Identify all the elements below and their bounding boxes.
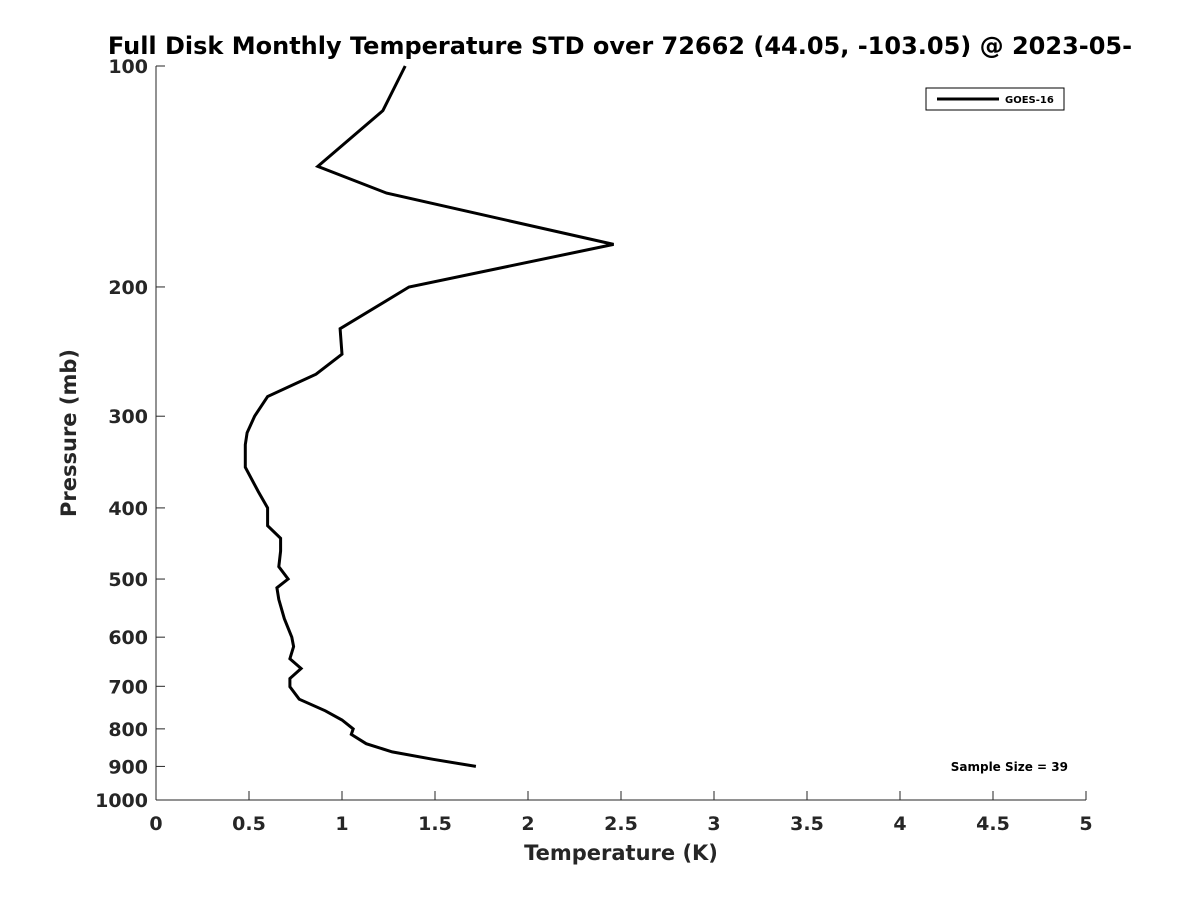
y-tick-label: 500 (108, 569, 148, 591)
x-tick-label: 5 (1079, 813, 1092, 835)
x-tick-label: 4 (893, 813, 906, 835)
y-axis-ticks: 100 200 300 400 500 600 700 800 900 1000 (95, 56, 165, 812)
x-axis-label: Temperature (K) (524, 841, 718, 865)
x-tick-label: 4.5 (976, 813, 1010, 835)
y-tick-label: 900 (108, 756, 148, 778)
x-tick-label: 3.5 (790, 813, 824, 835)
x-tick-label: 1 (335, 813, 348, 835)
x-tick-label: 0.5 (232, 813, 266, 835)
y-axis-label: Pressure (mb) (57, 349, 81, 517)
x-axis-ticks: 0 0.5 1 1.5 2 2.5 3 3.5 4 4.5 5 (149, 791, 1093, 835)
y-tick-label: 400 (108, 498, 148, 520)
y-tick-label: 600 (108, 627, 148, 649)
x-tick-label: 2.5 (604, 813, 638, 835)
chart-title: Full Disk Monthly Temperature STD over 7… (108, 32, 1132, 60)
x-tick-label: 0 (149, 813, 162, 835)
goes-16-series-line (243, 65, 614, 768)
y-tick-label: 1000 (95, 790, 148, 812)
legend-label-goes-16: GOES-16 (1005, 95, 1054, 106)
y-tick-label: 700 (108, 676, 148, 698)
x-tick-label: 3 (707, 813, 720, 835)
legend[interactable]: GOES-16 (925, 87, 1065, 111)
y-tick-label: 200 (108, 277, 148, 299)
y-tick-label: 300 (108, 406, 148, 428)
y-tick-label: 100 (108, 56, 148, 78)
x-tick-label: 1.5 (418, 813, 452, 835)
y-tick-label: 800 (108, 719, 148, 741)
sample-size-annotation: Sample Size = 39 (951, 760, 1068, 774)
x-tick-label: 2 (521, 813, 534, 835)
